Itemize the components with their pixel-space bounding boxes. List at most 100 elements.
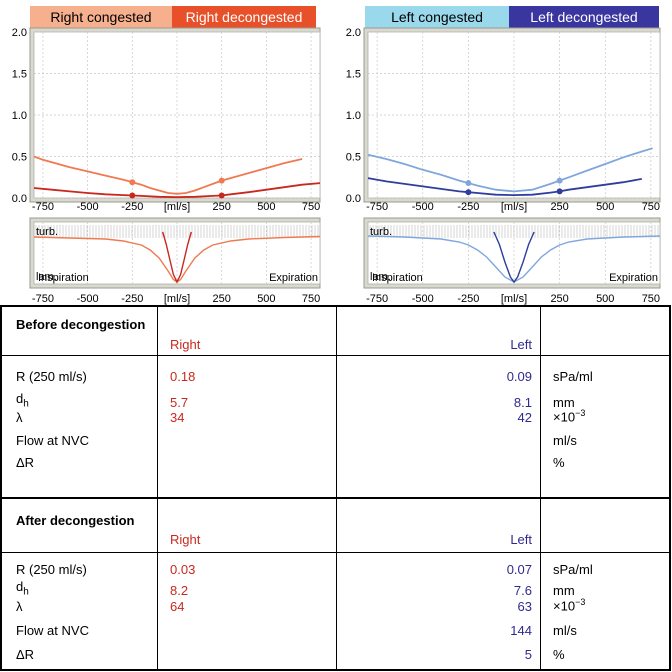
x-tick-label: 500 bbox=[596, 293, 614, 305]
after-left-heading: Left bbox=[510, 532, 532, 547]
before-left-heading: Left bbox=[510, 337, 532, 352]
y-tick-label: 2.0 bbox=[12, 27, 27, 39]
x-tick-label: -250 bbox=[457, 201, 479, 213]
x-tick-label: -500 bbox=[77, 293, 99, 305]
x-tick-label: -250 bbox=[457, 293, 479, 305]
series-line bbox=[367, 147, 653, 193]
before-unit-dr: % bbox=[553, 455, 565, 470]
before-label-lambda: λ bbox=[16, 410, 23, 425]
legend-right-congested: Right congested bbox=[30, 6, 172, 28]
inspiration-label: Inspiration bbox=[372, 272, 423, 284]
y-tick-label: 2.0 bbox=[346, 27, 361, 39]
legend-right-decongested: Right decongested bbox=[172, 6, 316, 28]
after-left-lambda: 63 bbox=[517, 599, 532, 614]
before-right-lambda: 34 bbox=[170, 410, 185, 425]
turb-label: turb. bbox=[36, 226, 58, 238]
y-tick-label: 1.0 bbox=[346, 110, 361, 122]
x-tick-label: -750 bbox=[32, 201, 54, 213]
x-tick-label: -250 bbox=[121, 201, 143, 213]
x-axis-label: [ml/s] bbox=[501, 293, 527, 305]
data-point bbox=[465, 180, 472, 187]
lam-label: lam. bbox=[370, 271, 391, 283]
after-unit-dr: % bbox=[553, 647, 565, 662]
data-point bbox=[129, 192, 136, 199]
after-label-lambda: λ bbox=[16, 599, 23, 614]
tables-area: Before decongestion Right Left R (250 ml… bbox=[0, 305, 672, 672]
x-axis-label: [ml/s] bbox=[501, 201, 527, 213]
turb-label: turb. bbox=[370, 226, 392, 238]
x-tick-label: 500 bbox=[257, 293, 275, 305]
legend-left-congested: Left congested bbox=[365, 6, 509, 28]
col-divider bbox=[336, 307, 337, 497]
x-axis-label: [ml/s] bbox=[164, 293, 190, 305]
data-point bbox=[556, 177, 563, 184]
x-tick-label: -500 bbox=[412, 293, 434, 305]
col-divider bbox=[540, 499, 541, 669]
chart-svg: 0.0 0.5 1.0 1.5 2.0 -750 -500 -250 250 500 750 [ml/… bbox=[12, 27, 661, 305]
row-divider bbox=[2, 355, 669, 356]
x-tick-label: 750 bbox=[302, 201, 320, 213]
x-tick-label: 500 bbox=[257, 201, 275, 213]
after-right-dh: 8.2 bbox=[170, 583, 189, 598]
y-tick-label: 0.5 bbox=[12, 152, 27, 164]
x-tick-label: 250 bbox=[213, 293, 231, 305]
data-point bbox=[465, 189, 472, 196]
col-divider bbox=[336, 499, 337, 669]
after-label-dh: dh bbox=[16, 579, 29, 598]
after-unit-lambda: ×10−3 bbox=[553, 597, 586, 614]
x-tick-label: -750 bbox=[32, 293, 54, 305]
series-line bbox=[33, 155, 303, 195]
after-left-dr: 5 bbox=[524, 647, 532, 662]
after-left-dh: 7.6 bbox=[513, 583, 532, 598]
before-label-dr: ΔR bbox=[16, 455, 35, 470]
series-line bbox=[367, 177, 642, 197]
y-tick-label: 1.5 bbox=[346, 69, 361, 81]
before-label-r: R (250 ml/s) bbox=[16, 369, 87, 384]
col-divider bbox=[540, 307, 541, 497]
after-table: After decongestion Right Left R (250 ml/… bbox=[0, 497, 671, 671]
x-tick-label: 500 bbox=[596, 201, 614, 213]
x-tick-label: 750 bbox=[302, 293, 320, 305]
x-tick-label: 250 bbox=[550, 201, 568, 213]
before-left-lambda: 42 bbox=[517, 410, 532, 425]
series-line bbox=[162, 231, 192, 284]
x-tick-label: -500 bbox=[412, 201, 434, 213]
lam-label: lam. bbox=[36, 271, 57, 283]
data-point bbox=[129, 179, 136, 186]
after-label-flow: Flow at NVC bbox=[16, 623, 89, 638]
y-tick-label: 1.0 bbox=[12, 110, 27, 122]
before-label-flow: Flow at NVC bbox=[16, 433, 89, 448]
y-tick-label: 0.5 bbox=[346, 152, 361, 164]
x-tick-label: -250 bbox=[121, 293, 143, 305]
before-unit-r: sPa/ml bbox=[553, 369, 593, 384]
before-header: Before decongestion bbox=[16, 317, 146, 332]
expiration-label: Expiration bbox=[609, 272, 658, 284]
after-unit-flow: ml/s bbox=[553, 623, 577, 638]
after-right-r: 0.03 bbox=[170, 562, 196, 577]
after-unit-dh: mm bbox=[553, 583, 575, 598]
series-line bbox=[33, 182, 321, 199]
after-header: After decongestion bbox=[16, 513, 135, 528]
before-left-dh: 8.1 bbox=[513, 395, 532, 410]
before-right-r: 0.18 bbox=[170, 369, 196, 384]
before-right-heading: Right bbox=[170, 337, 201, 352]
after-left-r: 0.07 bbox=[506, 562, 532, 577]
x-tick-label: 750 bbox=[642, 293, 660, 305]
series-line bbox=[493, 231, 535, 284]
inspiration-label: Inspiration bbox=[38, 272, 89, 284]
col-divider bbox=[157, 307, 158, 497]
data-point bbox=[218, 192, 225, 199]
x-axis-label: [ml/s] bbox=[164, 201, 190, 213]
after-right-lambda: 64 bbox=[170, 599, 185, 614]
before-right-dh: 5.7 bbox=[170, 395, 189, 410]
before-unit-dh: mm bbox=[553, 395, 575, 410]
y-tick-label: 1.5 bbox=[12, 69, 27, 81]
x-tick-label: -500 bbox=[77, 201, 99, 213]
before-label-dh: dh bbox=[16, 391, 29, 410]
x-tick-label: 250 bbox=[550, 293, 568, 305]
expiration-label: Expiration bbox=[269, 272, 318, 284]
y-tick-label: 0.0 bbox=[346, 193, 361, 205]
before-left-r: 0.09 bbox=[506, 369, 532, 384]
row-divider bbox=[2, 552, 669, 553]
before-unit-flow: ml/s bbox=[553, 433, 577, 448]
